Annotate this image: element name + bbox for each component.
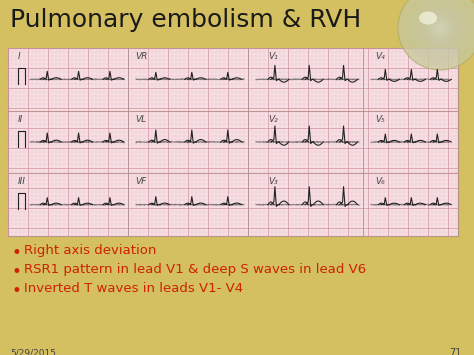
Ellipse shape	[419, 11, 437, 24]
Text: 71: 71	[450, 348, 462, 355]
Text: Inverted T waves in leads V1- V4: Inverted T waves in leads V1- V4	[24, 282, 243, 295]
Text: VR: VR	[135, 52, 147, 61]
Text: V₃: V₃	[268, 178, 278, 186]
Text: II: II	[18, 115, 23, 124]
FancyBboxPatch shape	[8, 48, 458, 236]
Text: •: •	[12, 244, 22, 262]
Text: III: III	[18, 178, 26, 186]
Text: VF: VF	[135, 178, 146, 186]
Text: Pulmonary embolism & RVH: Pulmonary embolism & RVH	[10, 8, 361, 32]
Text: 5/29/2015: 5/29/2015	[10, 348, 56, 355]
Text: I: I	[18, 52, 21, 61]
Text: V₄: V₄	[375, 52, 385, 61]
Text: Right axis deviation: Right axis deviation	[24, 244, 156, 257]
Ellipse shape	[398, 0, 474, 70]
Text: V₁: V₁	[268, 52, 278, 61]
Text: •: •	[12, 263, 22, 281]
Text: RSR1 pattern in lead V1 & deep S waves in lead V6: RSR1 pattern in lead V1 & deep S waves i…	[24, 263, 366, 276]
Text: VL: VL	[135, 115, 146, 124]
Text: V₅: V₅	[375, 115, 385, 124]
Text: V₂: V₂	[268, 115, 278, 124]
Text: •: •	[12, 282, 22, 300]
Text: V₆: V₆	[375, 178, 385, 186]
